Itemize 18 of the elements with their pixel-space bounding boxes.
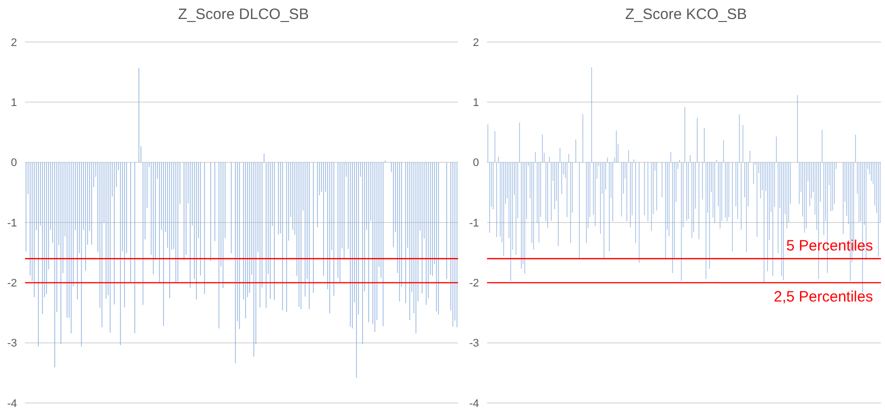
y-tick-label: -2 xyxy=(7,278,17,290)
y-tick-label: -3 xyxy=(7,338,17,350)
y-tick-label: -1 xyxy=(7,217,17,230)
y-tick-label: 0 xyxy=(10,157,17,170)
y-tick-label: -3 xyxy=(469,338,479,350)
y-tick-label: -4 xyxy=(469,398,479,409)
chart-title: Z_Score KCO_SB xyxy=(624,5,748,25)
y-tick-label: 2 xyxy=(10,36,17,49)
ref-line-label: 5 Percentiles xyxy=(786,238,873,255)
y-tick-label: 2 xyxy=(472,36,479,49)
y-tick-label: 1 xyxy=(472,97,479,110)
y-tick-label: 0 xyxy=(472,157,479,170)
ref-line-label: 2,5 Percentiles xyxy=(774,288,873,306)
y-tick-label: 1 xyxy=(10,97,17,110)
chart-title: Z_Score DLCO_SB xyxy=(177,5,310,25)
y-tick-label: -4 xyxy=(7,398,17,409)
y-tick-label: -1 xyxy=(469,217,479,230)
y-tick-label: -2 xyxy=(469,278,479,290)
